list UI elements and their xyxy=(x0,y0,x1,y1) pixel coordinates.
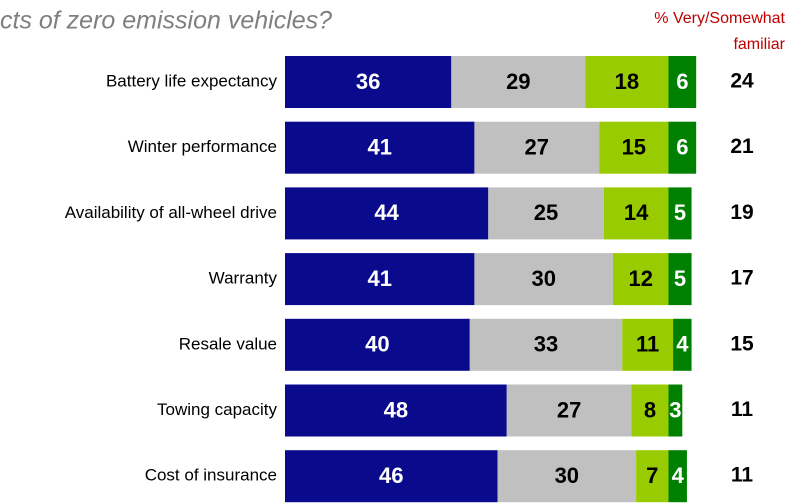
value-label: 44 xyxy=(374,200,399,225)
bar-segment xyxy=(622,318,674,371)
bar-segment xyxy=(631,384,669,437)
bar-segment xyxy=(506,384,632,437)
value-label: 36 xyxy=(356,69,380,94)
value-label: 12 xyxy=(628,266,652,291)
value-label: 25 xyxy=(534,200,558,225)
total-label: 19 xyxy=(730,201,753,224)
category-label: Warranty xyxy=(209,269,278,288)
value-label: 40 xyxy=(365,332,389,357)
bar-segment xyxy=(599,121,669,174)
value-label: 5 xyxy=(674,266,686,291)
total-label: 11 xyxy=(731,398,754,421)
category-label: Winter performance xyxy=(128,137,277,156)
bar-segment xyxy=(488,187,604,240)
value-label: 8 xyxy=(644,397,656,422)
value-label: 4 xyxy=(672,463,685,488)
value-label: 5 xyxy=(674,200,686,225)
bar-segment xyxy=(668,56,697,108)
value-label: 29 xyxy=(506,69,530,94)
bar-segment xyxy=(285,56,452,108)
bar-segment xyxy=(673,318,692,371)
bar-segment xyxy=(613,253,669,306)
category-label: Availability of all-wheel drive xyxy=(65,203,277,222)
value-label: 27 xyxy=(525,135,549,160)
value-label: 30 xyxy=(531,266,555,291)
category-label: Battery life expectancy xyxy=(106,71,278,90)
category-label: Resale value xyxy=(179,334,277,353)
value-label: 41 xyxy=(367,266,391,291)
bar-segment xyxy=(285,187,489,240)
value-label: 41 xyxy=(367,135,391,160)
total-header: familiar xyxy=(733,36,785,53)
bar-segment xyxy=(668,253,692,306)
category-label: Cost of insurance xyxy=(145,466,277,485)
bar-segment xyxy=(451,56,586,108)
bar-segment xyxy=(474,121,600,174)
total-header: % Very/Somewhat xyxy=(654,10,785,27)
total-label: 17 xyxy=(730,267,753,290)
value-label: 33 xyxy=(534,332,558,357)
value-label: 6 xyxy=(676,69,688,94)
bar-segment xyxy=(585,56,669,108)
value-label: 46 xyxy=(379,463,403,488)
chart-title: cts of zero emission vehicles? xyxy=(0,7,332,35)
bar-segment xyxy=(636,450,669,503)
value-label: 15 xyxy=(622,135,646,160)
bar-segment xyxy=(668,384,683,437)
bar-segment xyxy=(285,318,470,371)
category-label: Towing capacity xyxy=(157,400,278,419)
value-label: 11 xyxy=(636,332,659,357)
bar-segment xyxy=(474,253,614,306)
value-label: 7 xyxy=(646,463,658,488)
value-label: 3 xyxy=(669,397,681,422)
bar-segment xyxy=(285,253,475,306)
bar-segment xyxy=(285,121,475,174)
bar-segment xyxy=(285,384,507,437)
total-label: 24 xyxy=(730,70,754,93)
bar-segment xyxy=(668,121,697,174)
bar-segment xyxy=(469,318,623,371)
value-label: 48 xyxy=(384,397,408,422)
value-label: 6 xyxy=(676,135,688,160)
value-label: 30 xyxy=(555,463,579,488)
total-label: 11 xyxy=(731,464,754,487)
total-label: 21 xyxy=(730,135,754,158)
total-label: 15 xyxy=(730,332,754,355)
bar-segment xyxy=(668,187,692,240)
value-label: 27 xyxy=(557,397,581,422)
bar-segment xyxy=(285,450,498,503)
value-label: 14 xyxy=(624,200,649,225)
bar-segment xyxy=(668,450,687,503)
value-label: 4 xyxy=(676,332,689,357)
bar-segment xyxy=(497,450,637,503)
bar-segment xyxy=(603,187,669,240)
value-label: 18 xyxy=(615,69,639,94)
